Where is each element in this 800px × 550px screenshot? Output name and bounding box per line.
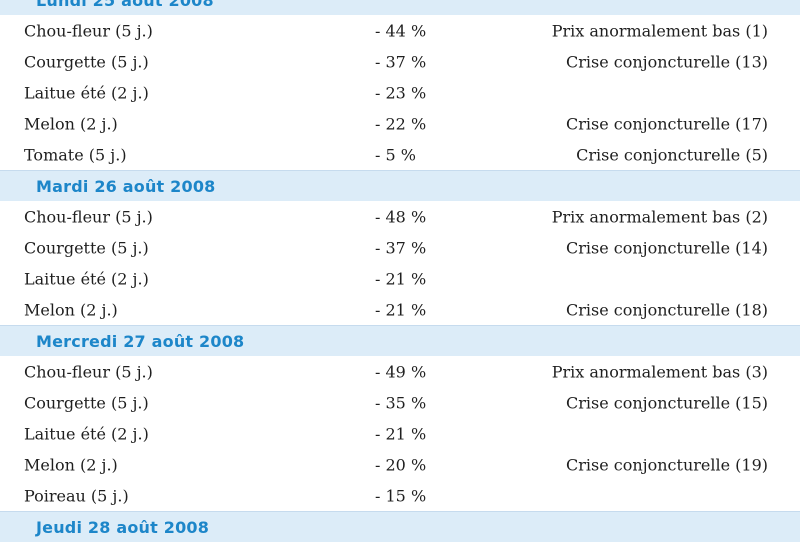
day-label: Mercredi 27 août 2008 bbox=[36, 331, 245, 351]
table-row: Laitue été (2 j.) - 23 % bbox=[0, 77, 800, 108]
product-name: Chou-fleur (5 j.) bbox=[24, 21, 153, 40]
table-row: Chou-fleur (5 j.) - 44 % Prix anormalement… bbox=[0, 15, 800, 46]
crisis-status: Prix anormalement bas (1) bbox=[551, 21, 768, 40]
day-header: Mercredi 27 août 2008 bbox=[0, 325, 800, 356]
crisis-status: Prix anormalement bas (3) bbox=[551, 362, 768, 381]
crisis-status: Crise conjoncturelle (17) bbox=[565, 114, 768, 133]
day-label: Jeudi 28 août 2008 bbox=[36, 517, 210, 537]
crisis-status: Crise conjoncturelle (15) bbox=[565, 393, 768, 412]
product-name: Courgette (5 j.) bbox=[24, 238, 149, 257]
price-change: - 22 % bbox=[375, 114, 427, 133]
price-change: - 49 % bbox=[375, 362, 427, 381]
table-row: Melon (2 j.) - 21 % Crise conjoncturelle (… bbox=[0, 294, 800, 325]
product-name: Melon (2 j.) bbox=[24, 300, 118, 319]
price-change: - 23 % bbox=[375, 83, 427, 102]
table-row: Courgette (5 j.) - 37 % Crise conjoncturel… bbox=[0, 46, 800, 77]
day-label: Lundi 25 août 2008 bbox=[36, 0, 214, 10]
table-row: Melon (2 j.) - 22 % Crise conjoncturelle (… bbox=[0, 108, 800, 139]
crisis-status: Crise conjoncturelle (5) bbox=[576, 145, 768, 164]
day-header: Jeudi 28 août 2008 bbox=[0, 511, 800, 542]
day-header: Mardi 26 août 2008 bbox=[0, 170, 800, 201]
table-row: Courgette (5 j.) - 35 % Crise conjoncturel… bbox=[0, 387, 800, 418]
crisis-status: Crise conjoncturelle (19) bbox=[565, 455, 768, 474]
price-change: - 5 % bbox=[375, 145, 416, 164]
price-change: - 21 % bbox=[375, 269, 427, 288]
crisis-status: Crise conjoncturelle (13) bbox=[565, 52, 768, 71]
product-name: Laitue été (2 j.) bbox=[24, 83, 149, 102]
table-row: Courgette (5 j.) - 37 % Crise conjoncturel… bbox=[0, 232, 800, 263]
product-name: Laitue été (2 j.) bbox=[24, 269, 149, 288]
table-row: Tomate (5 j.) - 5 % Crise conjoncturelle (… bbox=[0, 139, 800, 170]
product-name: Tomate (5 j.) bbox=[24, 145, 127, 164]
product-name: Courgette (5 j.) bbox=[24, 52, 149, 71]
product-name: Melon (2 j.) bbox=[24, 455, 118, 474]
product-name: Chou-fleur (5 j.) bbox=[24, 362, 153, 381]
table-row: Laitue été (2 j.) - 21 % bbox=[0, 418, 800, 449]
price-change: - 15 % bbox=[375, 486, 427, 505]
crisis-status: Crise conjoncturelle (14) bbox=[565, 238, 768, 257]
product-name: Laitue été (2 j.) bbox=[24, 424, 149, 443]
price-change: - 35 % bbox=[375, 393, 427, 412]
table-row: Poireau (5 j.) - 15 % bbox=[0, 480, 800, 511]
crisis-status: Prix anormalement bas (2) bbox=[551, 207, 768, 226]
price-change: - 21 % bbox=[375, 300, 427, 319]
table-row: Chou-fleur (5 j.) - 49 % Prix anormalement… bbox=[0, 356, 800, 387]
price-change: - 20 % bbox=[375, 455, 427, 474]
table-row: Laitue été (2 j.) - 21 % bbox=[0, 263, 800, 294]
price-change: - 44 % bbox=[375, 21, 427, 40]
product-name: Melon (2 j.) bbox=[24, 114, 118, 133]
day-label: Mardi 26 août 2008 bbox=[36, 176, 216, 196]
price-change: - 37 % bbox=[375, 238, 427, 257]
price-change: - 21 % bbox=[375, 424, 427, 443]
table-row: Melon (2 j.) - 20 % Crise conjoncturelle (… bbox=[0, 449, 800, 480]
product-name: Poireau (5 j.) bbox=[24, 486, 129, 505]
price-change: - 48 % bbox=[375, 207, 427, 226]
crisis-status: Crise conjoncturelle (18) bbox=[565, 300, 768, 319]
product-name: Chou-fleur (5 j.) bbox=[24, 207, 153, 226]
product-name: Courgette (5 j.) bbox=[24, 393, 149, 412]
table-row: Chou-fleur (5 j.) - 48 % Prix anormalement… bbox=[0, 201, 800, 232]
price-change: - 37 % bbox=[375, 52, 427, 71]
day-header: Lundi 25 août 2008 bbox=[0, 0, 800, 15]
